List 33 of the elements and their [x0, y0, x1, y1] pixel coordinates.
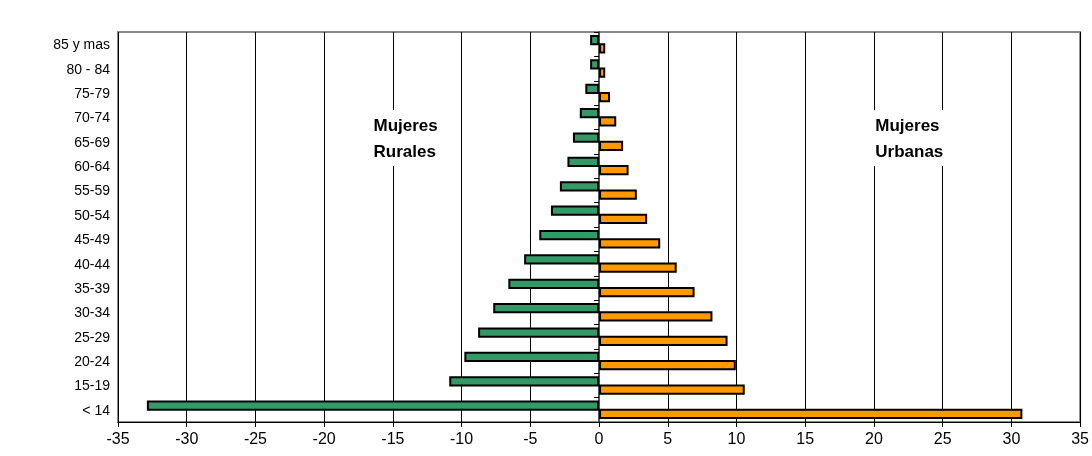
y-tick-label: 70-74 — [74, 109, 111, 126]
x-tick-label: -10 — [450, 429, 474, 447]
y-tick-label: 50-54 — [74, 206, 111, 223]
y-tick-label: 25-29 — [74, 328, 111, 345]
x-tick-label: 0 — [594, 429, 604, 447]
y-tick-label: 45-49 — [74, 231, 111, 248]
y-tick-label: 30-34 — [74, 304, 111, 321]
x-tick-label: 5 — [663, 429, 673, 447]
x-tick-label: -15 — [381, 429, 405, 447]
y-tick-label: 60-64 — [74, 158, 111, 175]
x-tick-label: 30 — [1002, 429, 1021, 447]
y-tick-label: < 14 — [82, 401, 111, 418]
y-tick-label: 35-39 — [74, 279, 111, 296]
x-tick-label: -35 — [106, 429, 130, 447]
x-tick-label: -5 — [523, 429, 538, 447]
y-tick-label: 40-44 — [74, 255, 111, 272]
x-tick-label: 25 — [933, 429, 952, 447]
y-tick-label: 65-69 — [74, 133, 111, 150]
y-tick-label: 55-59 — [74, 182, 111, 199]
x-tick-label: -20 — [312, 429, 336, 447]
annotation: Mujeres Rurales — [373, 115, 438, 161]
x-tick-label: -30 — [175, 429, 199, 447]
y-tick-label: 20-24 — [74, 353, 111, 370]
x-tick-label: 35 — [1071, 429, 1090, 447]
y-tick-label: 15-19 — [74, 377, 111, 394]
x-tick-label: 10 — [727, 429, 746, 447]
annotation: Mujeres Urbanas — [875, 115, 944, 161]
y-tick-label: 85 y mas — [53, 36, 110, 53]
y-tick-label: 80 - 84 — [66, 60, 111, 77]
x-tick-label: -25 — [243, 429, 268, 447]
x-tick-label: 15 — [796, 429, 815, 447]
y-tick-label: 75-79 — [74, 84, 111, 101]
x-tick-label: 20 — [865, 429, 883, 447]
